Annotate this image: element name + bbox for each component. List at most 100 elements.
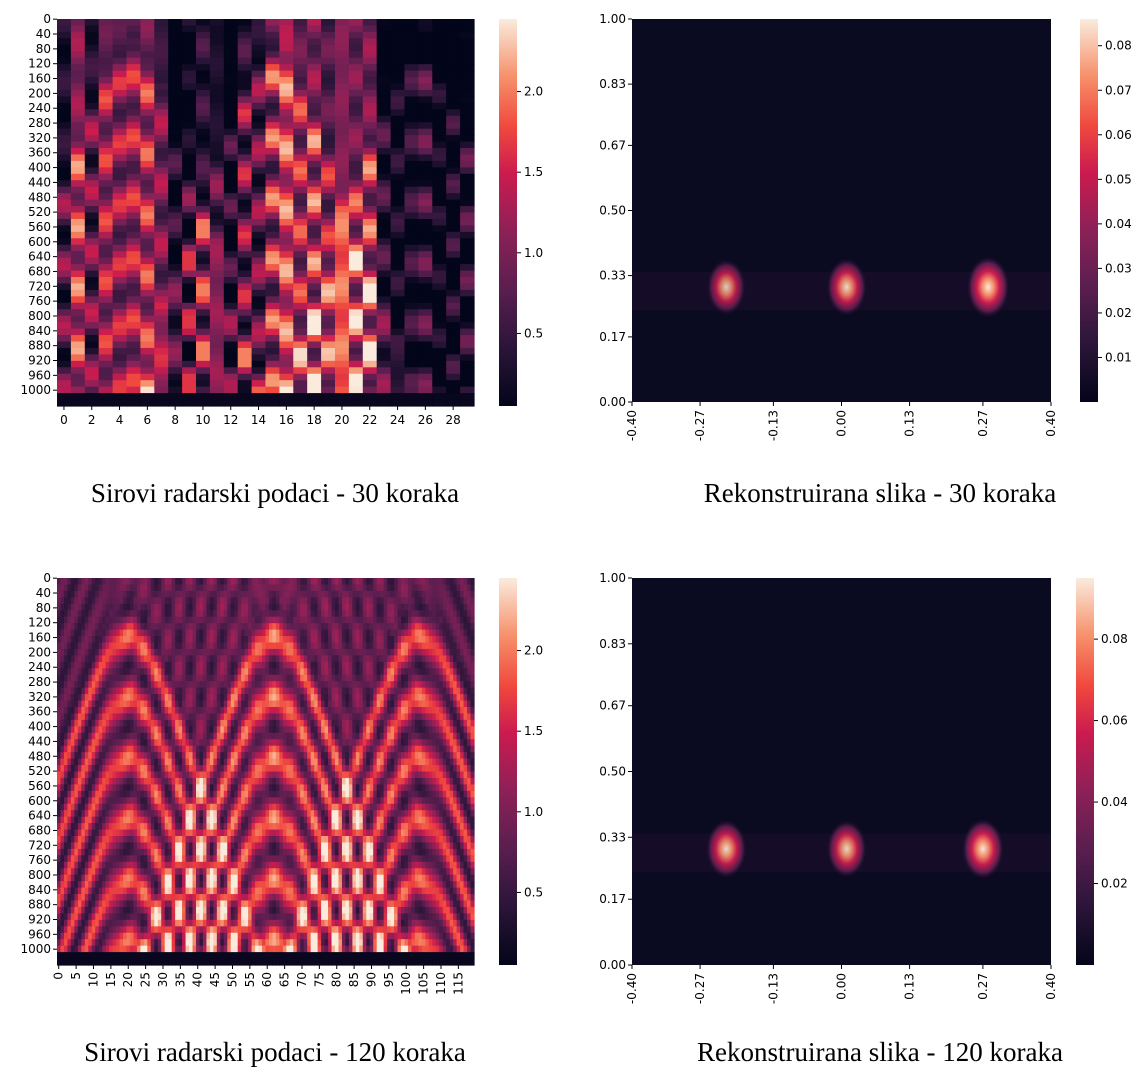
heatmap-cell — [349, 361, 364, 368]
heatmap-cell — [210, 387, 225, 394]
heatmap-cell — [231, 726, 235, 733]
heatmap-cell — [123, 604, 127, 611]
heatmap-cell — [460, 187, 475, 194]
heatmap-cell — [113, 374, 128, 381]
heatmap-cell — [213, 720, 217, 727]
heatmap-cell — [203, 662, 207, 669]
heatmap-cell — [432, 90, 447, 97]
heatmap-cell — [92, 888, 96, 895]
heatmap-cell — [175, 701, 179, 708]
heatmap-cell — [154, 920, 158, 927]
heatmap-cell — [279, 122, 294, 129]
heatmap-cell — [224, 713, 228, 720]
heatmap-cell — [74, 952, 78, 959]
heatmap-cell — [210, 759, 214, 766]
heatmap-cell — [182, 597, 186, 604]
heatmap-cell — [113, 225, 128, 232]
heatmap-cell — [165, 862, 169, 869]
heatmap-cell — [293, 393, 308, 400]
heatmap-cell — [252, 84, 267, 91]
heatmap-cell — [81, 655, 85, 662]
heatmap-cell — [57, 348, 72, 355]
heatmap-cell — [377, 296, 392, 303]
heatmap-cell — [133, 643, 137, 650]
heatmap-cell — [172, 597, 176, 604]
heatmap-cell — [95, 733, 99, 740]
heatmap-cell — [71, 610, 75, 617]
heatmap-cell — [113, 283, 128, 290]
heatmap-cell — [182, 161, 197, 168]
heatmap-cell — [182, 167, 197, 174]
heatmap-cell — [140, 772, 144, 779]
heatmap-cell — [213, 862, 217, 869]
heatmap-cell — [460, 348, 475, 355]
heatmap-cell — [189, 952, 193, 959]
heatmap-cell — [88, 907, 92, 914]
heatmap-cell — [182, 888, 186, 895]
heatmap-cell — [252, 45, 267, 52]
heatmap-cell — [224, 109, 239, 116]
heatmap-cell — [120, 862, 124, 869]
heatmap-cell — [113, 329, 128, 336]
heatmap-cell — [266, 309, 281, 316]
heatmap-cell — [168, 823, 172, 830]
heatmap-cell — [391, 335, 406, 342]
heatmap-cell — [109, 701, 113, 708]
heatmap-cell — [217, 933, 221, 940]
heatmap-cell — [71, 784, 75, 791]
heatmap-cell — [71, 591, 75, 598]
heatmap-cell — [140, 701, 144, 708]
heatmap-cell — [172, 862, 176, 869]
heatmap-cell — [224, 643, 228, 650]
heatmap-cell — [123, 668, 127, 675]
heatmap-cell — [158, 733, 162, 740]
heatmap-cell — [321, 161, 336, 168]
heatmap-cell — [293, 354, 308, 361]
heatmap-cell — [231, 701, 235, 708]
heatmap-cell — [279, 167, 294, 174]
heatmap-cell — [182, 739, 186, 746]
heatmap-cell — [85, 578, 89, 585]
heatmap-cell — [238, 51, 253, 58]
heatmap-cell — [220, 875, 224, 882]
heatmap-cell — [158, 662, 162, 669]
heatmap-cell — [158, 759, 162, 766]
heatmap-cell — [231, 823, 235, 830]
heatmap-cell — [130, 688, 134, 695]
heatmap-cell — [418, 264, 433, 271]
heatmap-cell — [203, 836, 207, 843]
heatmap-cell — [266, 374, 281, 381]
y-tick-label: 520 — [28, 205, 51, 219]
heatmap-cell — [92, 630, 96, 637]
heatmap-cell — [293, 400, 308, 407]
heatmap-cell — [127, 894, 131, 901]
heatmap-cell — [227, 810, 231, 817]
heatmap-cell — [196, 58, 211, 65]
heatmap-cell — [144, 881, 148, 888]
heatmap-cell — [196, 71, 211, 78]
heatmap-cell — [193, 591, 197, 598]
heatmap-cell — [92, 823, 96, 830]
heatmap-cell — [224, 19, 239, 26]
heatmap-cell — [154, 96, 169, 103]
heatmap-cell — [432, 64, 447, 71]
heatmap-cell — [92, 901, 96, 908]
heatmap-cell — [78, 920, 82, 927]
heatmap-cell — [206, 855, 210, 862]
heatmap-cell — [99, 739, 103, 746]
heatmap-cell — [158, 688, 162, 695]
heatmap-cell — [64, 610, 68, 617]
heatmap-cell — [321, 148, 336, 155]
heatmap-cell — [186, 746, 190, 753]
heatmap-cell — [144, 875, 148, 882]
heatmap-cell — [227, 862, 231, 869]
heatmap-cell — [363, 25, 378, 32]
heatmap-cell — [432, 296, 447, 303]
heatmap-cell — [217, 636, 221, 643]
heatmap-cell — [113, 630, 117, 637]
heatmap-cell — [113, 348, 128, 355]
heatmap-cell — [432, 19, 447, 26]
heatmap-cell — [418, 129, 433, 136]
heatmap-cell — [147, 901, 151, 908]
heatmap-cell — [193, 726, 197, 733]
